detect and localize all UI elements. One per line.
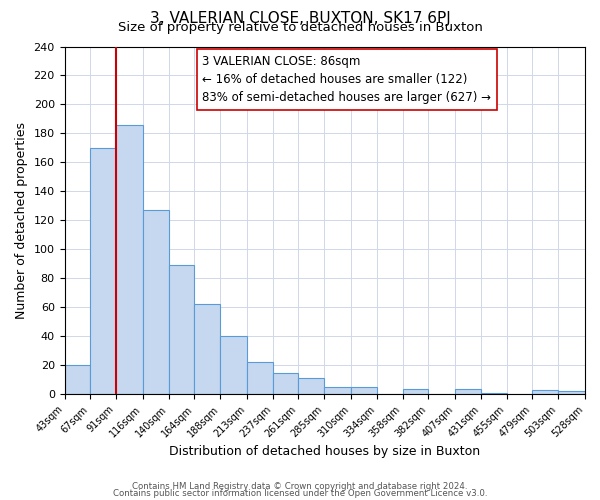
- Bar: [273, 372, 298, 394]
- Bar: [532, 390, 558, 394]
- Bar: [247, 362, 273, 394]
- Bar: [65, 366, 90, 394]
- Bar: [90, 148, 116, 394]
- Bar: [403, 388, 428, 394]
- Bar: [298, 378, 324, 394]
- Bar: [455, 388, 481, 394]
- Text: Contains HM Land Registry data © Crown copyright and database right 2024.: Contains HM Land Registry data © Crown c…: [132, 482, 468, 491]
- Bar: [558, 392, 585, 394]
- Text: Size of property relative to detached houses in Buxton: Size of property relative to detached ho…: [118, 21, 482, 34]
- Bar: [194, 304, 220, 394]
- Bar: [220, 336, 247, 394]
- Bar: [169, 266, 194, 394]
- Bar: [481, 393, 506, 394]
- Bar: [351, 387, 377, 394]
- Text: 3 VALERIAN CLOSE: 86sqm
← 16% of detached houses are smaller (122)
83% of semi-d: 3 VALERIAN CLOSE: 86sqm ← 16% of detache…: [202, 55, 491, 104]
- Y-axis label: Number of detached properties: Number of detached properties: [15, 122, 28, 319]
- Text: Contains public sector information licensed under the Open Government Licence v3: Contains public sector information licen…: [113, 489, 487, 498]
- Bar: [143, 210, 169, 394]
- X-axis label: Distribution of detached houses by size in Buxton: Distribution of detached houses by size …: [169, 444, 481, 458]
- Bar: [324, 387, 351, 394]
- Text: 3, VALERIAN CLOSE, BUXTON, SK17 6PJ: 3, VALERIAN CLOSE, BUXTON, SK17 6PJ: [149, 11, 451, 26]
- Bar: [116, 125, 143, 394]
